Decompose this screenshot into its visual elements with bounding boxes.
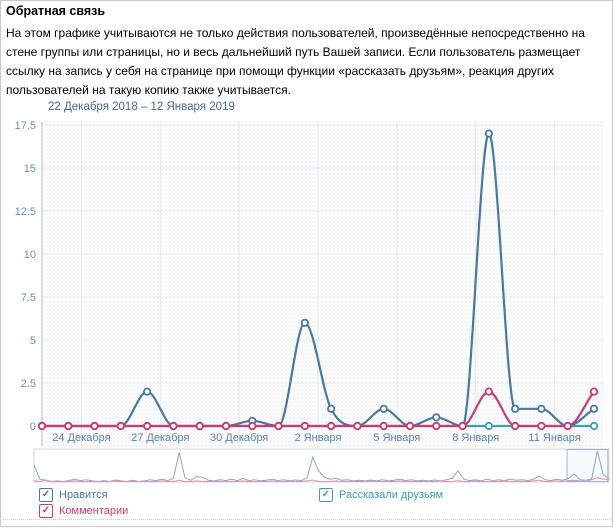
comments-marker[interactable] (39, 423, 45, 429)
y-tick-label: 12.5 (15, 206, 36, 218)
shares-marker[interactable] (591, 423, 597, 429)
comments-marker[interactable] (538, 423, 544, 429)
comments-marker[interactable] (328, 423, 334, 429)
comments-marker[interactable] (381, 423, 387, 429)
comments-marker[interactable] (354, 423, 360, 429)
shares-marker[interactable] (486, 423, 492, 429)
legend-comments-label: Комментарии (59, 505, 128, 517)
comments-marker[interactable] (512, 423, 518, 429)
x-tick-label: 8 Января (452, 432, 499, 444)
checkbox-checked-icon: ✓ (319, 488, 333, 502)
x-tick-label: 30 Декабря (210, 432, 268, 444)
bottom-separator (3, 519, 612, 520)
legend-likes-label: Нравится (59, 489, 108, 501)
navigator-strip[interactable] (34, 449, 609, 482)
likes-marker[interactable] (591, 406, 597, 412)
plot-area[interactable] (42, 122, 602, 446)
x-tick-label: 27 Декабря (131, 432, 189, 444)
x-tick-label: 11 Января (528, 432, 580, 444)
likes-marker[interactable] (512, 406, 518, 412)
y-tick-label: 17.5 (15, 120, 36, 132)
comments-marker[interactable] (486, 388, 492, 394)
legend-likes-checkbox[interactable]: ✓ Нравится (39, 488, 108, 502)
comments-marker[interactable] (223, 423, 229, 429)
x-tick-label: 2 Января (295, 432, 342, 444)
y-tick-label: 0 (30, 421, 36, 433)
y-tick-label: 10 (24, 249, 36, 261)
comments-marker[interactable] (407, 423, 413, 429)
y-tick-label: 5 (30, 335, 36, 347)
likes-marker[interactable] (486, 130, 492, 136)
legend-comments-checkbox[interactable]: ✓ Комментарии (39, 504, 128, 518)
y-tick-label: 15 (24, 163, 36, 175)
y-tick-label: 7.5 (21, 292, 36, 304)
comments-marker[interactable] (459, 423, 465, 429)
comments-marker[interactable] (170, 423, 176, 429)
checkbox-checked-icon: ✓ (39, 488, 53, 502)
y-tick-label: 2.5 (21, 378, 36, 390)
comments-marker[interactable] (565, 423, 571, 429)
comments-marker[interactable] (591, 388, 597, 394)
comments-marker[interactable] (302, 423, 308, 429)
likes-marker[interactable] (328, 406, 334, 412)
comments-marker[interactable] (197, 423, 203, 429)
comments-marker[interactable] (275, 423, 281, 429)
comments-marker[interactable] (118, 423, 124, 429)
likes-marker[interactable] (381, 406, 387, 412)
comments-marker[interactable] (433, 423, 439, 429)
comments-marker[interactable] (91, 423, 97, 429)
likes-marker[interactable] (144, 388, 150, 394)
x-tick-label: 24 Декабря (52, 432, 110, 444)
comments-marker[interactable] (144, 423, 150, 429)
comments-marker[interactable] (65, 423, 71, 429)
comments-marker[interactable] (249, 423, 255, 429)
legend-shares-label: Рассказали друзьям (339, 489, 443, 501)
likes-marker[interactable] (433, 414, 439, 420)
navigator-selection-handle[interactable] (567, 450, 608, 482)
checkbox-checked-icon: ✓ (39, 504, 53, 518)
x-tick-label: 5 Января (373, 432, 420, 444)
likes-marker[interactable] (302, 320, 308, 326)
likes-marker[interactable] (538, 406, 544, 412)
legend-shares-checkbox[interactable]: ✓ Рассказали друзьям (319, 488, 443, 502)
